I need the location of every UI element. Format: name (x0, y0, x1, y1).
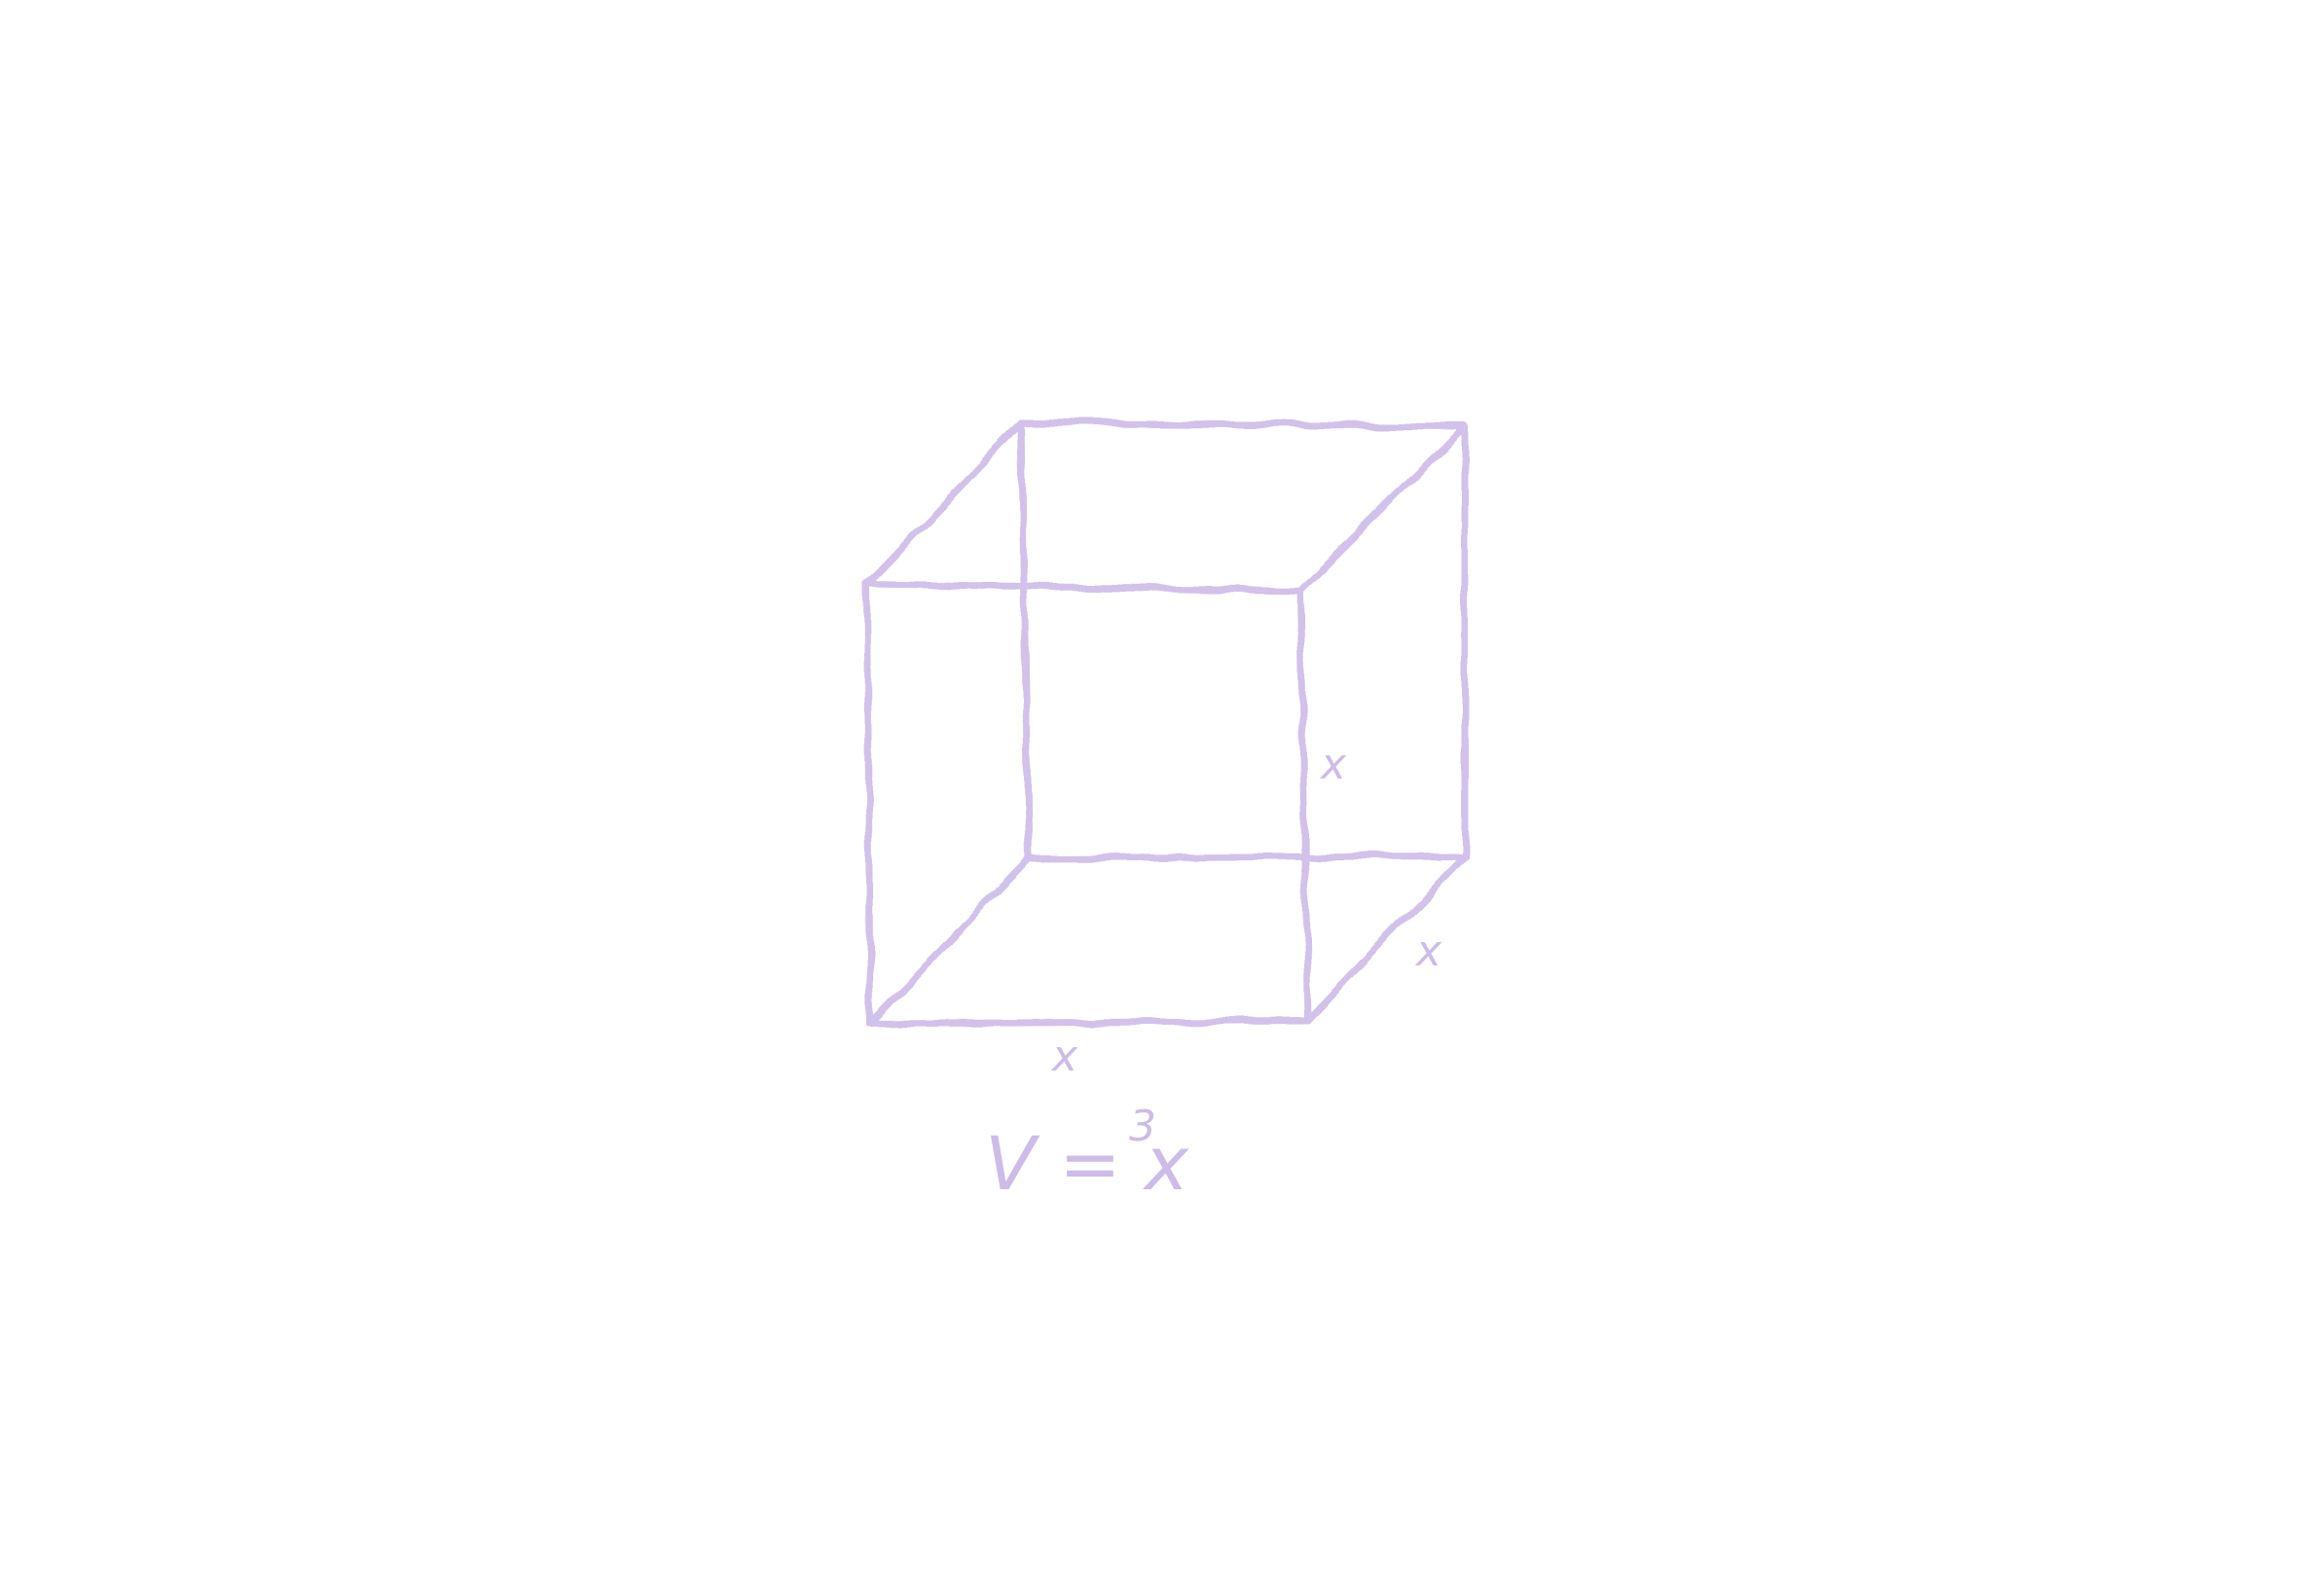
formula: V = x (985, 1120, 1189, 1207)
edge-label: x (1050, 1032, 1078, 1081)
cube-edge (1017, 419, 1033, 862)
cube-edge (863, 580, 874, 1028)
cube-edge (866, 854, 1033, 1028)
cube-edge (863, 419, 1025, 588)
cube-edge (1017, 419, 1469, 430)
cube-edge (1296, 422, 1469, 595)
cube-edge (1304, 852, 1469, 1025)
cube-edge (863, 580, 1304, 595)
edge-label: x (1319, 740, 1347, 789)
formula-exponent: 3 (1129, 1102, 1156, 1151)
cube-edge (866, 1017, 1312, 1028)
cube-edge (1296, 587, 1312, 1025)
cube (863, 419, 1469, 1028)
cube-edge (1025, 852, 1469, 862)
edge-label: x (1414, 926, 1442, 976)
